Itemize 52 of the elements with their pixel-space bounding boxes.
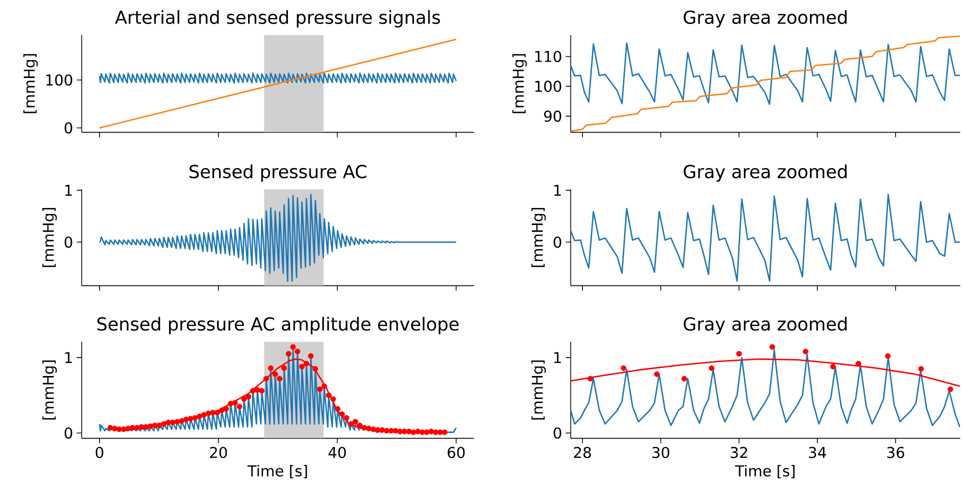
y-tick-label: 0 [64, 236, 72, 248]
chart-title: Arterial and sensed pressure signals [115, 10, 440, 28]
x-tick-label: 36 [887, 446, 904, 458]
point [620, 365, 626, 371]
x-tick-label: 28 [574, 446, 591, 458]
chart-title: Sensed pressure AC amplitude envelope [97, 316, 459, 334]
y-axis-title: [mmHg] [531, 360, 546, 420]
x-tick-label: 40 [328, 446, 346, 458]
y-tick-label: 90 [544, 110, 562, 122]
y-axis-title: [mmHg] [42, 360, 57, 420]
y-tick-label: 100 [46, 74, 72, 86]
chart-title: Sensed pressure AC [190, 164, 366, 182]
chart-title: Gray area zoomed [684, 10, 847, 28]
y-tick-label: 0 [64, 427, 72, 439]
chart-title: Gray area zoomed [684, 316, 847, 334]
x-axis-title: Time [s] [735, 464, 795, 478]
point [884, 353, 891, 359]
line-series [570, 42, 960, 105]
y-axis-title: [mmHg] [531, 208, 546, 267]
point [948, 386, 954, 392]
x-tick-label: 32 [730, 446, 748, 458]
y-tick-label: 1 [65, 352, 72, 363]
y-axis-title: [mmHg] [23, 54, 38, 114]
point [654, 371, 660, 377]
line-series [570, 35, 960, 132]
point [708, 365, 714, 371]
x-axis-title: Time [s] [247, 464, 307, 478]
x-tick-label: 0 [96, 446, 104, 458]
point [587, 376, 594, 382]
x-tick-label: 34 [808, 446, 826, 458]
y-tick-label: 0 [554, 236, 562, 248]
point [830, 364, 836, 370]
line-series [570, 194, 960, 282]
y-axis-title: [mmHg] [42, 208, 57, 267]
y-tick-label: 100 [535, 80, 562, 92]
chart-title: Gray area zoomed [684, 164, 847, 182]
line-series [98, 72, 457, 84]
point [681, 376, 688, 382]
y-tick-label: 1 [554, 352, 561, 363]
y-tick-label: 0 [64, 122, 72, 134]
y-axis-title: [mmHg] [512, 54, 527, 114]
x-tick-label: 60 [448, 446, 465, 458]
y-tick-label: 0 [554, 427, 562, 439]
point [802, 348, 808, 354]
y-tick-label: 1 [65, 184, 72, 196]
x-tick-label: 20 [210, 446, 227, 458]
point [736, 350, 742, 357]
x-tick-label: 30 [652, 446, 670, 458]
y-tick-label: 110 [535, 50, 562, 62]
point [770, 344, 776, 350]
point [918, 366, 924, 372]
y-tick-label: 1 [554, 184, 561, 196]
